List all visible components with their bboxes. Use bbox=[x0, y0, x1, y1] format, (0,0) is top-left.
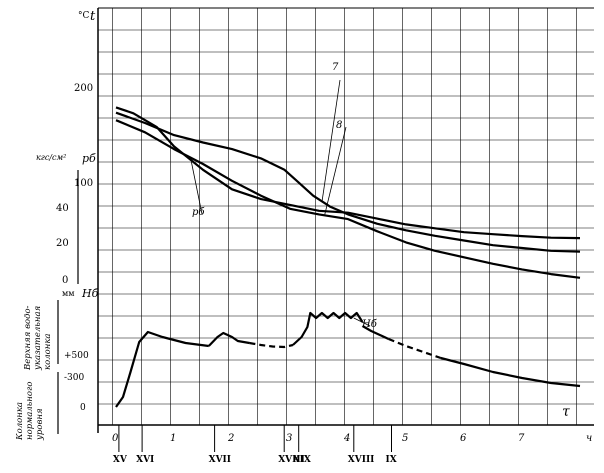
level-tick-label: -300 bbox=[64, 373, 84, 383]
time-tick-label: 0 bbox=[112, 433, 119, 444]
series-line-level-segment bbox=[249, 341, 294, 349]
upper-gauge-label: Верхняя водо-указательнаяколонка bbox=[23, 305, 53, 371]
event-label: XVI bbox=[136, 455, 154, 465]
lower-gauge-label: Колонканормальногоуровня bbox=[15, 382, 45, 441]
pressure-tick-label: 20 bbox=[56, 238, 69, 249]
time-tick-label: 7 bbox=[518, 433, 525, 444]
pressure-tick-label: 0 bbox=[62, 275, 68, 286]
series-line-level-segment bbox=[388, 337, 442, 360]
time-unit: ч bbox=[586, 433, 592, 444]
series-line-8 bbox=[115, 119, 581, 279]
series-label-leader bbox=[324, 126, 347, 215]
time-tick-label: 6 bbox=[460, 433, 467, 444]
temperature-tick-label: 200 bbox=[74, 83, 93, 94]
pressure-tick-label: 40 bbox=[56, 203, 69, 214]
lower-gauge-label-line: уровня bbox=[35, 408, 45, 441]
series-label: Hб bbox=[361, 319, 378, 330]
series-label-leader bbox=[353, 317, 371, 327]
time-tick-label: 4 bbox=[343, 433, 350, 444]
event-label: XVIII bbox=[278, 455, 305, 465]
series-label-leader bbox=[321, 79, 341, 203]
temperature-tick-label: 100 bbox=[74, 178, 93, 189]
level-unit: мм bbox=[62, 289, 74, 298]
series-line-7 bbox=[115, 111, 581, 253]
event-label: IX bbox=[386, 455, 397, 465]
event-label: XV bbox=[113, 455, 128, 465]
time-tick-label: 3 bbox=[286, 433, 292, 444]
series-line-level-segment bbox=[440, 356, 581, 388]
series-line-level-segment bbox=[208, 331, 250, 347]
series-line-level-segment bbox=[361, 325, 390, 340]
upper-gauge-label-line: указательная bbox=[33, 305, 43, 371]
level-symbol: Hб bbox=[81, 287, 99, 300]
temperature-unit: °C bbox=[78, 11, 90, 21]
series-line-p_б bbox=[115, 106, 581, 240]
time-tick-label: 2 bbox=[227, 433, 234, 444]
event-label: XIX bbox=[293, 455, 311, 465]
chart-frame bbox=[57, 7, 594, 434]
time-symbol: τ bbox=[562, 404, 570, 420]
series-label: 8 bbox=[336, 120, 342, 131]
series-label: 7 bbox=[332, 62, 339, 73]
lower-gauge-label-line: нормального bbox=[25, 382, 35, 440]
event-label: XVII bbox=[209, 455, 231, 465]
series-layer: 7 8 pб Hб bbox=[115, 62, 581, 408]
series-line-level-segment bbox=[292, 311, 364, 346]
series-line-level-segment bbox=[115, 330, 209, 408]
series-label: pб bbox=[192, 207, 205, 218]
upper-gauge-label-line: колонка bbox=[43, 334, 53, 370]
time-tick-label: 1 bbox=[170, 433, 176, 444]
lower-gauge-label-line: Колонка bbox=[15, 402, 25, 441]
time-tick-label: 5 bbox=[402, 433, 408, 444]
pressure-unit: кгс/см² bbox=[36, 153, 66, 162]
level-tick-label: +500 bbox=[64, 351, 89, 361]
pressure-symbol: pб bbox=[82, 152, 96, 165]
chart-grid bbox=[98, 8, 594, 425]
temperature-symbol: t bbox=[90, 9, 96, 24]
event-label: XVIII bbox=[348, 455, 375, 465]
level-tick-label: 0 bbox=[80, 403, 86, 413]
series-label-leader bbox=[191, 161, 203, 215]
upper-gauge-label-line: Верхняя водо- bbox=[23, 305, 33, 371]
